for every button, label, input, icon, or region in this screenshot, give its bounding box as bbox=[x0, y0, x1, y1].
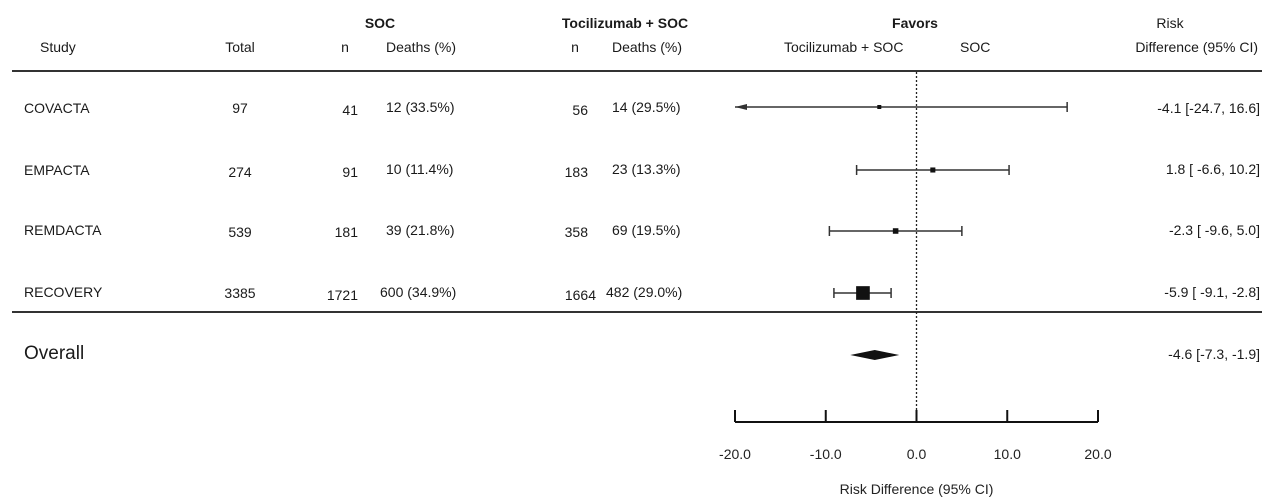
toci-deaths-value: 482 (29.0%) bbox=[606, 284, 683, 300]
ci-arrow bbox=[735, 104, 747, 110]
x-tick-label: 0.0 bbox=[907, 446, 927, 462]
toci-deaths-value: 23 (13.3%) bbox=[612, 161, 681, 177]
total-value: 97 bbox=[232, 100, 248, 116]
ci-text: 1.8 [ -6.6, 10.2] bbox=[1165, 161, 1260, 177]
study-name: COVACTA bbox=[24, 100, 90, 116]
soc-n-value: 41 bbox=[342, 102, 358, 118]
soc-deaths-value: 10 (11.4%) bbox=[386, 161, 454, 177]
study-name: REMDACTA bbox=[24, 222, 102, 238]
soc-deaths-value: 39 (21.8%) bbox=[386, 222, 455, 238]
total-value: 539 bbox=[228, 224, 252, 240]
study-name: RECOVERY bbox=[24, 284, 103, 300]
toci-deaths-value: 69 (19.5%) bbox=[612, 222, 681, 238]
toci-n-header: n bbox=[571, 39, 579, 55]
toci-n-value: 1664 bbox=[564, 287, 596, 303]
point-estimate bbox=[877, 105, 882, 109]
soc-n-value: 91 bbox=[342, 164, 358, 180]
total-column-header: Total bbox=[225, 39, 255, 55]
soc-deaths-header: Deaths (%) bbox=[386, 39, 457, 55]
point-estimate bbox=[856, 286, 870, 300]
ci-text: -4.1 [-24.7, 16.6] bbox=[1157, 100, 1260, 116]
soc-group-header: SOC bbox=[364, 15, 396, 31]
x-tick-label: -10.0 bbox=[810, 446, 842, 462]
soc-n-value: 181 bbox=[334, 224, 358, 240]
header-divider bbox=[12, 70, 1262, 72]
toci-n-value: 358 bbox=[564, 224, 588, 240]
toci-n-value: 56 bbox=[572, 102, 588, 118]
x-tick-label: 20.0 bbox=[1084, 446, 1111, 462]
total-value: 274 bbox=[228, 164, 252, 180]
x-axis-label: Risk Difference (95% CI) bbox=[840, 481, 994, 497]
soc-n-value: 1721 bbox=[326, 287, 358, 303]
point-estimate bbox=[892, 228, 899, 234]
total-value: 3385 bbox=[224, 285, 256, 301]
favors-toci-label: Tocilizumab + SOC bbox=[784, 39, 904, 55]
overall-divider bbox=[12, 311, 1262, 313]
study-column-header: Study bbox=[40, 39, 76, 55]
favors-header: Favors bbox=[892, 15, 938, 31]
ci-text: -2.3 [ -9.6, 5.0] bbox=[1168, 222, 1260, 238]
risk-header-line2: Difference (95% CI) bbox=[1135, 39, 1258, 55]
soc-deaths-value: 600 (34.9%) bbox=[380, 284, 457, 300]
favors-soc-label: SOC bbox=[960, 39, 991, 55]
x-tick-label: -20.0 bbox=[719, 446, 751, 462]
toci-deaths-header: Deaths (%) bbox=[612, 39, 683, 55]
overall-label: Overall bbox=[24, 343, 85, 364]
soc-deaths-value: 12 (33.5%) bbox=[386, 99, 455, 115]
point-estimate bbox=[930, 167, 936, 173]
toci-deaths-value: 14 (29.5%) bbox=[612, 99, 681, 115]
x-tick-label: 10.0 bbox=[994, 446, 1021, 462]
toci-group-header: Tocilizumab + SOC bbox=[561, 15, 689, 31]
toci-n-value: 183 bbox=[564, 164, 588, 180]
risk-header-line1: Risk bbox=[1156, 15, 1184, 31]
overall-ci-text: -4.6 [-7.3, -1.9] bbox=[1168, 346, 1260, 362]
overall-diamond bbox=[850, 350, 900, 360]
ci-text: -5.9 [ -9.1, -2.8] bbox=[1164, 284, 1260, 300]
soc-n-header: n bbox=[341, 39, 349, 55]
study-name: EMPACTA bbox=[24, 162, 90, 178]
